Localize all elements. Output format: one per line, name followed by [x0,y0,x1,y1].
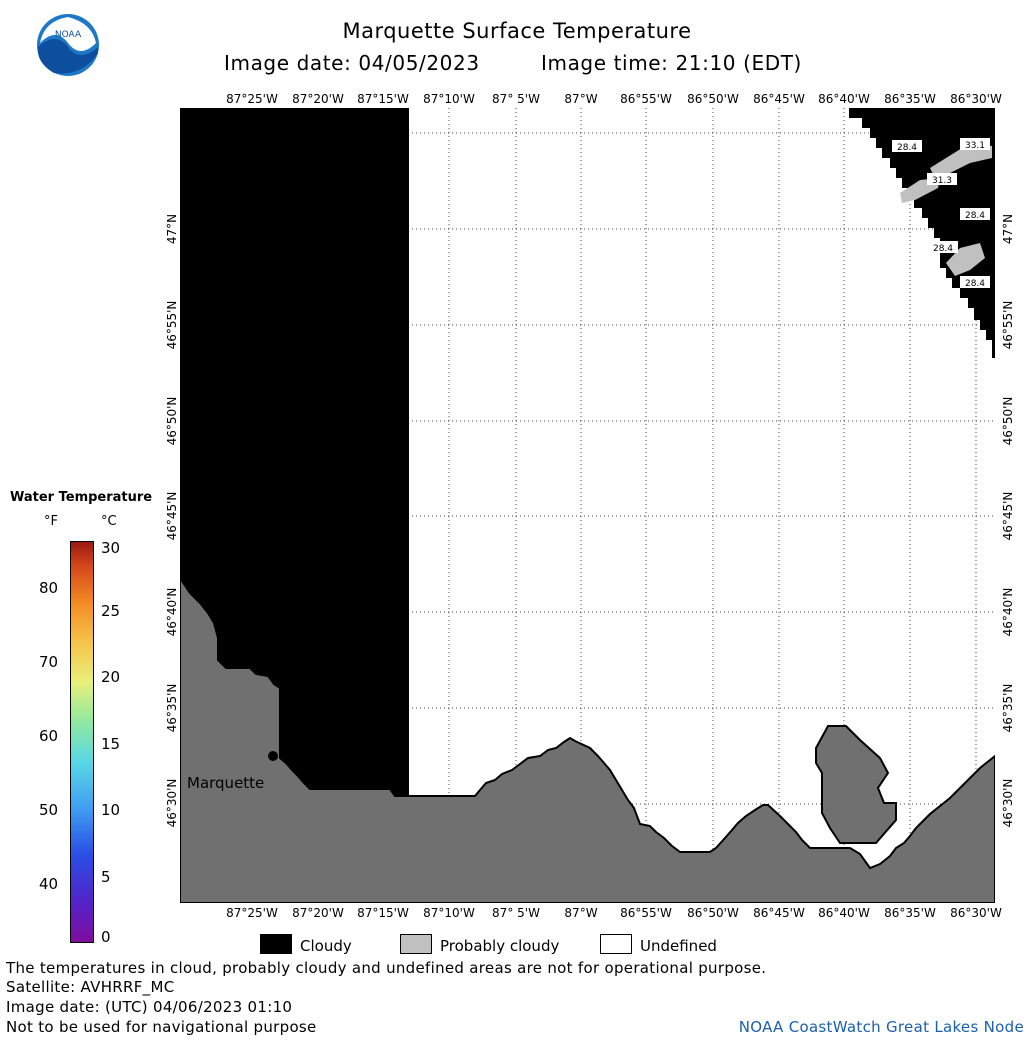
temp-label: 28.4 [933,244,953,254]
satellite: Satellite: AVHRRF_MC [6,978,175,996]
tick-c: 15 [101,735,121,753]
lon-label: 86°45'W [753,906,805,920]
lon-label: 87°20'W [292,92,344,106]
color-scale-bar [70,541,94,943]
lon-label: 86°55'W [620,92,672,106]
tick-c: 30 [101,539,121,557]
temp-label: 31.3 [932,176,952,186]
probably-cloudy-area [930,143,992,178]
legend-title: Water Temperature [10,490,153,505]
disclaimer: The temperatures in cloud, probably clou… [6,959,767,977]
lon-label: 87°25'W [226,906,278,920]
lat-label: 46°55'N [165,300,179,350]
lon-label: 87° 5'W [492,92,540,106]
lon-label: 87°20'W [292,906,344,920]
lon-label: 87°25'W [226,92,278,106]
probably-cloudy-swatch [400,934,432,954]
temperature-map: 28.4 33.1 31.3 28.4 28.4 28.4 Marquette [180,108,995,903]
temp-label: 28.4 [965,279,985,289]
undefined-swatch [600,934,632,954]
probably-cloudy-area [946,243,985,276]
noaa-logo: NOAA [37,14,99,76]
lon-label: 86°55'W [620,906,672,920]
tick-c: 0 [101,928,111,946]
unit-c: °C [101,514,117,529]
cloudy-swatch [260,934,292,954]
lon-label: 87°15'W [357,92,409,106]
lon-label: 87°15'W [357,906,409,920]
lat-label: 46°40'N [165,587,179,637]
lat-label: 46°35'N [1001,683,1015,733]
tick-c: 25 [101,602,121,620]
tick-f: 40 [39,875,59,893]
tick-c: 10 [101,801,121,819]
lat-label: 46°45'N [165,491,179,541]
lon-label: 86°50'W [687,906,739,920]
map-title: Marquette Surface Temperature [342,19,692,43]
lon-label: 86°30'W [950,92,1002,106]
lon-label: 86°35'W [884,906,936,920]
tick-f: 50 [39,801,59,819]
tick-f: 80 [39,579,59,597]
lon-label: 86°30'W [950,906,1002,920]
lat-label: 46°35'N [165,683,179,733]
lon-label: 86°40'W [818,92,870,106]
land-area [180,576,995,903]
image-date: Image date: 04/05/2023 [224,51,480,75]
city-label: Marquette [187,774,264,792]
lon-label: 86°45'W [753,92,805,106]
navigation-warning: Not to be used for navigational purpose [6,1018,317,1036]
lon-label: 86°35'W [884,92,936,106]
lat-label: 46°40'N [1001,587,1015,637]
lat-label: 46°50'N [1001,396,1015,446]
tick-f: 70 [39,653,59,671]
probably-cloudy-label: Probably cloudy [440,937,560,955]
lon-label: 86°50'W [687,92,739,106]
lon-label: 87°10'W [423,92,475,106]
undefined-label: Undefined [640,937,717,955]
lon-label: 87°W [564,906,598,920]
lat-label: 47°N [165,213,179,245]
lat-label: 47°N [1001,213,1015,245]
lon-label: 87°W [564,92,598,106]
credit: NOAA CoastWatch Great Lakes Node [738,1018,1024,1036]
lat-label: 46°45'N [1001,491,1015,541]
utc-date: Image date: (UTC) 04/06/2023 01:10 [6,998,293,1016]
land-lake-area [815,725,897,844]
lon-label: 87°10'W [423,906,475,920]
temp-label: 33.1 [965,141,985,151]
unit-f: °F [44,514,58,529]
temperature-labels: 28.4 33.1 31.3 28.4 28.4 28.4 [892,138,990,289]
lat-label: 46°50'N [165,396,179,446]
lat-label: 46°30'N [165,778,179,828]
lon-label: 86°40'W [818,906,870,920]
svg-text:NOAA: NOAA [55,30,82,40]
lat-label: 46°55'N [1001,300,1015,350]
image-time: Image time: 21:10 (EDT) [541,51,802,75]
tick-c: 20 [101,668,121,686]
cloudy-label: Cloudy [300,937,352,955]
temp-label: 28.4 [897,143,917,153]
tick-f: 60 [39,727,59,745]
tick-c: 5 [101,868,111,886]
lon-label: 87° 5'W [492,906,540,920]
temp-label: 28.4 [965,211,985,221]
lat-label: 46°30'N [1001,778,1015,828]
cloud-area [849,108,995,358]
city-marker [268,751,278,761]
